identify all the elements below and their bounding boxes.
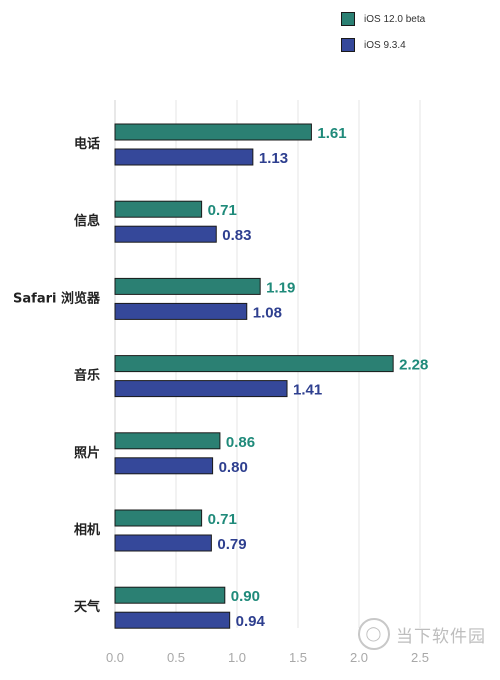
data-label: 0.94	[236, 613, 266, 630]
category-label: 电话	[74, 136, 100, 152]
legend-label-ios12: iOS 12.0 beta	[364, 13, 426, 25]
bar	[114, 509, 203, 527]
x-tick-label: 1.5	[289, 650, 307, 665]
legend-item-ios12: iOS 12.0 beta	[341, 12, 425, 26]
bar	[114, 355, 394, 373]
bar	[114, 586, 226, 604]
data-label: 1.19	[266, 279, 295, 296]
x-tick-label: 0.0	[106, 650, 124, 665]
x-tick-label: 2.5	[411, 650, 429, 665]
watermark-text: 当下软件园	[396, 626, 486, 647]
x-tick-label: 0.5	[167, 650, 185, 665]
legend-swatch-ios9	[341, 38, 355, 52]
category-label: 音乐	[74, 368, 100, 384]
data-label: 0.80	[219, 459, 248, 476]
bar	[114, 200, 203, 218]
data-label: 0.71	[208, 202, 237, 219]
data-label: 0.86	[226, 434, 255, 451]
data-label: 0.83	[222, 227, 251, 244]
category-label: 天气	[74, 599, 100, 615]
data-label: 1.61	[317, 125, 346, 142]
bar	[114, 432, 221, 450]
bar	[114, 302, 248, 320]
legend-label-ios9: iOS 9.3.4	[364, 39, 406, 51]
data-label: 1.41	[293, 382, 322, 399]
data-label: 0.79	[217, 536, 246, 553]
bar	[114, 611, 231, 629]
x-tick-label: 1.0	[228, 650, 246, 665]
bar	[114, 148, 254, 166]
bar	[114, 380, 288, 398]
legend-swatch-ios12	[341, 12, 355, 26]
legend-item-ios9: iOS 9.3.4	[341, 38, 406, 52]
category-label: 照片	[74, 445, 100, 461]
category-label: 信息	[74, 213, 100, 229]
logo-circle-icon: ◯	[358, 618, 390, 650]
bar	[114, 123, 312, 141]
category-label: 相机	[74, 522, 100, 538]
bar	[114, 457, 214, 475]
data-label: 0.90	[231, 588, 260, 605]
bar	[114, 225, 217, 243]
data-label: 0.71	[208, 511, 237, 528]
data-label: 2.28	[399, 357, 428, 374]
x-tick-label: 2.0	[350, 650, 368, 665]
data-label: 1.13	[259, 150, 288, 167]
bar	[114, 277, 261, 295]
data-label: 1.08	[253, 304, 282, 321]
bar	[114, 534, 212, 552]
category-label: Safari 浏览器	[13, 290, 101, 306]
watermark: ◯ 当下软件园	[358, 618, 486, 650]
